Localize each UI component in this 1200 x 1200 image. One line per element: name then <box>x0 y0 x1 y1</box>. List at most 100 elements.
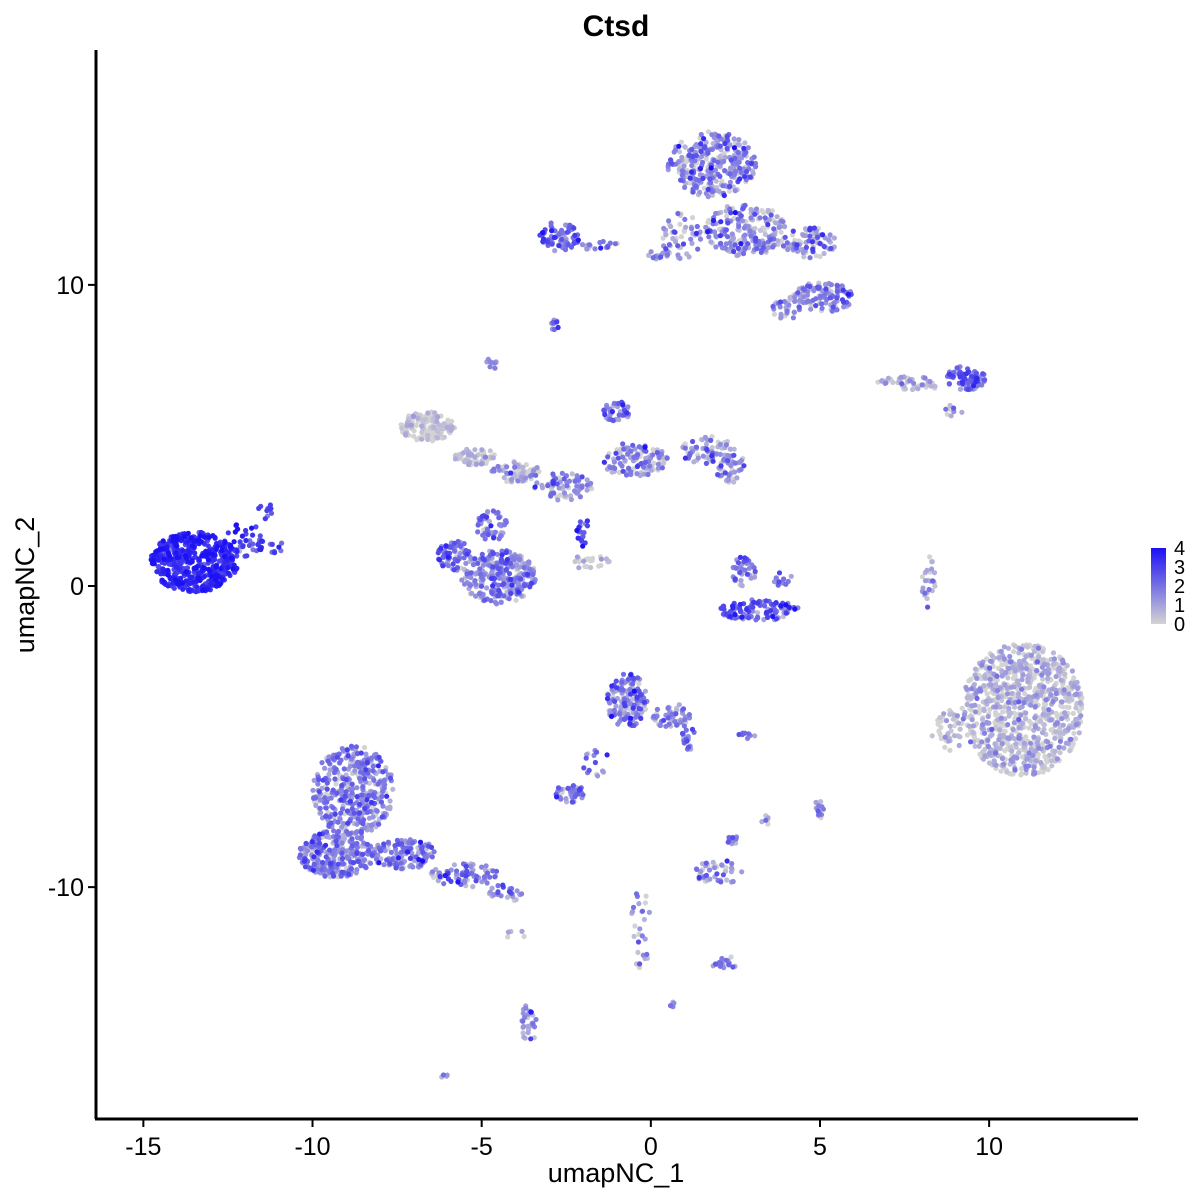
cell-point <box>381 862 387 868</box>
cell-point <box>765 221 771 228</box>
cell-point <box>722 141 728 147</box>
cell-point <box>727 183 733 189</box>
cell-point <box>731 479 737 485</box>
cell-point <box>435 550 441 556</box>
cell-point <box>526 559 532 565</box>
cell-point <box>588 558 594 564</box>
cell-point <box>627 687 633 693</box>
cell-point <box>472 556 478 562</box>
cell-point <box>1039 664 1045 670</box>
cell-point <box>907 378 913 384</box>
cell-point <box>344 829 350 835</box>
cell-point <box>518 576 524 582</box>
cell-point <box>1028 698 1034 704</box>
cell-point <box>484 526 491 533</box>
cell-point <box>636 444 642 450</box>
cell-point <box>721 606 727 612</box>
cell-point <box>735 149 741 155</box>
cell-point <box>1053 710 1059 717</box>
cell-point <box>834 288 840 295</box>
cell-point <box>639 933 645 939</box>
cell-point <box>752 733 758 739</box>
cell-point <box>1068 736 1074 742</box>
cell-point <box>735 142 741 148</box>
cell-point <box>484 585 490 591</box>
cell-point <box>728 954 734 960</box>
cell-point <box>323 854 329 860</box>
cell-point <box>661 225 667 231</box>
cell-point <box>981 707 987 714</box>
cell-point <box>899 381 905 387</box>
cell-point <box>969 686 975 692</box>
cell-point <box>928 383 934 389</box>
cell-point <box>983 675 989 681</box>
cell-point <box>762 603 768 609</box>
cell-point <box>602 411 608 418</box>
cell-point <box>435 878 441 884</box>
cell-point <box>334 790 340 796</box>
cell-point <box>705 129 712 135</box>
cell-point <box>584 482 590 488</box>
cell-point <box>778 229 784 235</box>
cell-point <box>387 861 393 867</box>
cell-point <box>957 386 964 392</box>
cell-point <box>464 551 470 557</box>
cell-point <box>651 713 657 720</box>
cell-point <box>530 468 537 474</box>
cell-point <box>946 381 953 387</box>
cell-point <box>813 303 819 309</box>
cell-point <box>1006 705 1012 712</box>
cell-point <box>712 229 718 235</box>
cell-point <box>586 767 592 773</box>
cell-point <box>514 888 520 894</box>
cell-point <box>922 590 928 596</box>
cell-point <box>974 695 980 702</box>
cell-point <box>341 766 347 772</box>
cell-point <box>1071 683 1077 689</box>
cell-point <box>171 585 177 591</box>
cell-point <box>339 806 346 812</box>
cell-point <box>338 797 344 803</box>
cell-point <box>354 840 360 847</box>
cell-point <box>174 564 180 571</box>
cell-point <box>621 716 628 723</box>
cell-point <box>406 839 412 846</box>
cell-point <box>827 295 833 301</box>
cell-point <box>350 843 356 849</box>
cell-point <box>499 552 505 558</box>
cell-point <box>776 579 782 585</box>
cell-point <box>944 411 950 417</box>
cell-point <box>976 704 982 710</box>
cell-point <box>718 463 724 469</box>
cell-point <box>358 863 364 869</box>
cell-point <box>480 562 486 568</box>
cell-point <box>557 231 563 237</box>
cell-point <box>668 160 675 166</box>
cell-point <box>1074 679 1080 686</box>
cell-point <box>506 596 512 602</box>
cell-point <box>331 873 337 879</box>
cell-point <box>324 780 330 786</box>
cell-point <box>993 762 999 768</box>
cell-point <box>831 300 837 306</box>
cell-point <box>492 365 498 371</box>
cell-point <box>1023 666 1029 672</box>
cell-point <box>725 458 731 464</box>
cell-point <box>257 533 263 539</box>
cell-point <box>1062 710 1068 716</box>
cell-point <box>362 806 368 812</box>
cell-point <box>709 146 715 152</box>
cell-point <box>333 838 339 844</box>
cell-point <box>566 225 572 231</box>
cell-point <box>723 227 730 233</box>
cell-point <box>508 590 514 597</box>
cell-point <box>378 799 385 805</box>
cell-point <box>686 180 693 186</box>
cell-point <box>997 727 1003 733</box>
cell-point <box>840 287 846 293</box>
cell-point <box>558 796 564 802</box>
cell-point <box>742 555 748 561</box>
cell-point <box>630 442 636 448</box>
cell-point <box>569 789 575 795</box>
cell-point <box>696 177 702 183</box>
